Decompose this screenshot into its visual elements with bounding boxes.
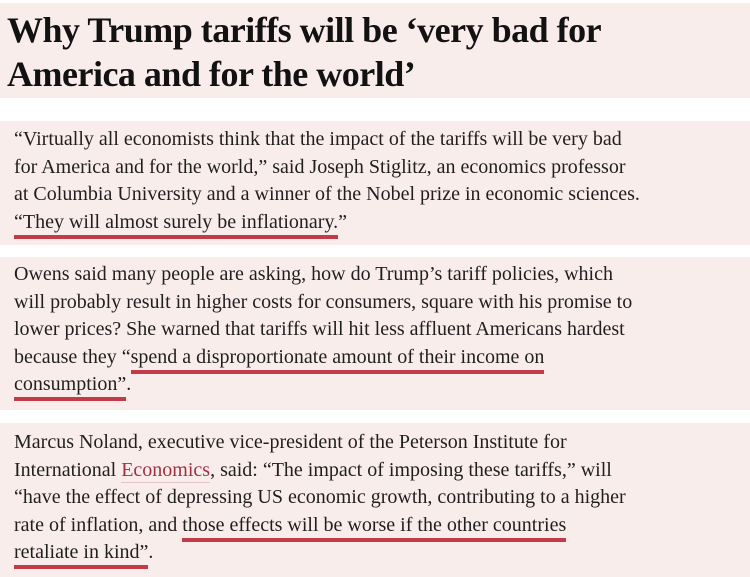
text-line: International Economics, said: “The impa… bbox=[14, 457, 740, 485]
paragraph-noland-quote: Marcus Noland, executive vice-president … bbox=[0, 423, 750, 577]
text-line: at Columbia University and a winner of t… bbox=[14, 181, 740, 209]
red-underlined-phrase: “They will almost surely be inflationary… bbox=[14, 210, 339, 239]
text-segment: lower prices? She warned that tariffs wi… bbox=[14, 318, 625, 340]
text-line: because they “spend a disproportionate a… bbox=[14, 344, 740, 374]
economics-link[interactable]: Economics bbox=[121, 458, 211, 483]
text-segment: “have the effect of depressing US econom… bbox=[14, 486, 626, 508]
text-line: “have the effect of depressing US econom… bbox=[14, 484, 740, 512]
red-underlined-phrase: retaliate in kind” bbox=[14, 541, 149, 569]
red-underlined-phrase: consumption” bbox=[14, 373, 127, 401]
headline-block: Why Trump tariffs will be ‘very bad for A… bbox=[0, 3, 750, 98]
text-segment: Owens said many people are asking, how d… bbox=[14, 263, 613, 285]
text-segment: ” bbox=[338, 210, 348, 233]
paragraph-stiglitz-quote: “Virtually all economists think that the… bbox=[0, 121, 750, 245]
text-line: Marcus Noland, executive vice-president … bbox=[14, 429, 740, 457]
red-underlined-phrase: those effects will be worse if the other… bbox=[182, 513, 567, 542]
text-line: will probably result in higher costs for… bbox=[14, 289, 740, 317]
text-line: consumption”. bbox=[14, 371, 740, 401]
paragraph-owens-quote: Owens said many people are asking, how d… bbox=[0, 257, 750, 410]
text-segment: “Virtually all economists think that the… bbox=[14, 128, 622, 150]
text-segment: for America and for the world,” said Jos… bbox=[14, 155, 626, 178]
text-segment: Marcus Noland, executive vice-president … bbox=[14, 431, 567, 453]
text-segment: will probably result in higher costs for… bbox=[14, 290, 633, 313]
text-line: for America and for the world,” said Jos… bbox=[14, 154, 740, 182]
text-segment: . bbox=[148, 541, 154, 563]
text-segment: rate of inflation, and bbox=[14, 513, 183, 536]
red-underlined-phrase: spend a disproportionate amount of their… bbox=[130, 345, 545, 374]
text-segment: International bbox=[14, 458, 122, 481]
article-headline: Why Trump tariffs will be ‘very bad for A… bbox=[7, 8, 740, 96]
text-segment: , said: “The impact of imposing these ta… bbox=[210, 458, 612, 481]
text-line: rate of inflation, and those effects wil… bbox=[14, 512, 740, 542]
text-segment: because they “ bbox=[14, 345, 131, 368]
text-line: Owens said many people are asking, how d… bbox=[14, 261, 740, 289]
headline-line-2: America and for the world’ bbox=[7, 54, 416, 94]
text-line: “Virtually all economists think that the… bbox=[14, 126, 740, 154]
text-line: lower prices? She warned that tariffs wi… bbox=[14, 316, 740, 344]
text-segment: . bbox=[126, 373, 132, 395]
text-segment: at Columbia University and a winner of t… bbox=[14, 183, 640, 205]
text-line: retaliate in kind”. bbox=[14, 539, 740, 569]
headline-line-1: Why Trump tariffs will be ‘very bad for bbox=[7, 10, 602, 50]
text-line: “They will almost surely be inflationary… bbox=[14, 209, 740, 239]
